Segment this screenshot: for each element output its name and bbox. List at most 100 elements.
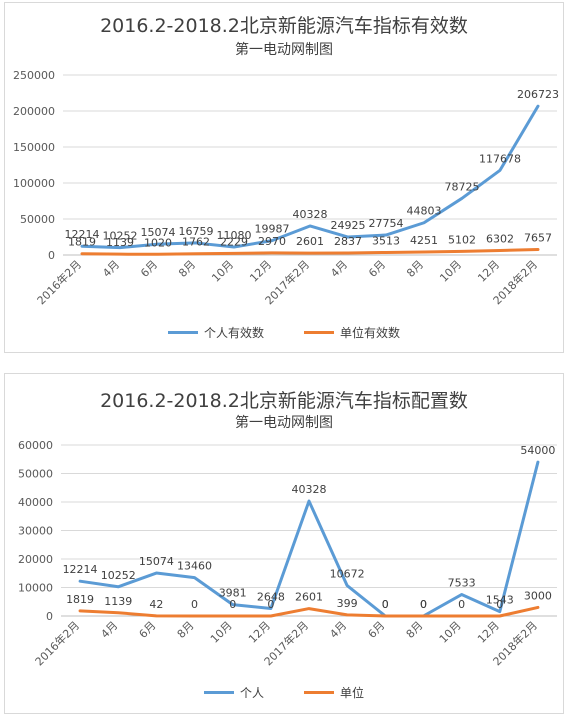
data-label: 27754: [369, 217, 404, 230]
x-tick-label: 8月: [404, 619, 426, 641]
y-tick-label: 0: [46, 610, 53, 623]
data-label: 2601: [295, 591, 323, 604]
data-label: 10252: [103, 230, 138, 243]
data-label: 42: [149, 598, 163, 611]
data-label: 1020: [144, 236, 172, 249]
data-label: 40328: [292, 483, 327, 496]
data-label: 6302: [486, 232, 514, 245]
legend-item-personal: 个人: [203, 684, 264, 701]
legend-swatch-personal: [167, 331, 198, 334]
data-label: 0: [382, 598, 389, 611]
x-tick-label: 4月: [98, 619, 120, 641]
chart-subtitle: 第一电动网制图: [235, 42, 333, 58]
data-label: 7657: [524, 231, 552, 244]
data-label: 54000: [520, 444, 555, 457]
x-tick-label: 10月: [209, 258, 236, 285]
y-tick-label: 20000: [18, 553, 53, 566]
y-tick-label: 10000: [18, 582, 53, 595]
legend-label: 单位有效数: [340, 326, 401, 340]
y-tick-label: 50000: [18, 468, 53, 481]
data-label: 1543: [486, 594, 514, 607]
chart-legend: 个人 单位: [5, 684, 563, 701]
y-tick-label: 250000: [13, 69, 55, 82]
y-tick-label: 40000: [18, 496, 53, 509]
data-label: 0: [458, 598, 465, 611]
chart-plot-effective: 0 50000 100000 150000 200000 250000 2016年2月 4月 6…: [13, 69, 559, 307]
x-tick-label: 12月: [475, 619, 502, 646]
data-label: 1819: [68, 236, 96, 249]
data-label: 1139: [106, 236, 134, 249]
data-label: 3000: [524, 589, 552, 602]
y-tick-label: 0: [48, 249, 55, 262]
chart-subtitle: 第一电动网制图: [235, 415, 333, 431]
series-line: [80, 247, 540, 256]
legend-swatch-personal: [203, 691, 234, 694]
data-label: 12214: [65, 228, 100, 241]
data-label: 16759: [179, 225, 214, 238]
chart-panel-effective: 2016.2-2018.2北京新能源汽车指标有效数 第一电动网制图 0 50000…: [4, 2, 564, 353]
x-tick-label: 6月: [366, 619, 388, 641]
data-label: 40328: [293, 208, 328, 221]
data-label: 206723: [517, 88, 559, 101]
x-tick-label: 12月: [247, 258, 274, 285]
data-label: 12214: [63, 563, 98, 576]
x-tick-label: 12月: [475, 258, 502, 285]
data-label: 15074: [139, 555, 174, 568]
data-label: 3513: [372, 234, 400, 247]
data-label: 399: [337, 597, 358, 610]
legend-label: 单位: [340, 686, 365, 700]
x-tick-label: 10月: [208, 619, 235, 646]
series-line: [78, 460, 540, 618]
data-label: 13460: [177, 560, 212, 573]
x-tick-label: 6月: [137, 619, 159, 641]
x-tick-label: 10月: [437, 619, 464, 646]
data-label: 2648: [257, 590, 285, 603]
series-line: [80, 104, 540, 250]
x-tick-label: 6月: [366, 258, 388, 280]
x-tick-label: 4月: [100, 258, 122, 280]
x-tick-label: 8月: [404, 258, 426, 280]
data-label: 2229: [220, 235, 248, 248]
data-label: 0: [229, 598, 236, 611]
x-tick-label: 8月: [176, 258, 198, 280]
data-label: 19987: [255, 223, 290, 236]
x-tick-label: 8月: [175, 619, 197, 641]
data-label: 44803: [407, 205, 442, 218]
data-label: 1762: [182, 236, 210, 249]
y-tick-label: 200000: [13, 105, 55, 118]
x-tick-label: 4月: [328, 258, 350, 280]
data-label: 11080: [217, 229, 252, 242]
series-line: [78, 605, 540, 618]
data-label: 0: [496, 598, 503, 611]
data-label: 10252: [101, 569, 136, 582]
y-tick-label: 50000: [20, 213, 55, 226]
legend-label: 个人: [239, 686, 264, 700]
data-label: 7533: [448, 577, 476, 590]
data-label: 2837: [334, 235, 362, 248]
x-tick-label: 12月: [246, 619, 273, 646]
legend-swatch-unit: [304, 691, 334, 694]
x-tick-label: 10月: [437, 258, 464, 285]
data-label: 10672: [330, 568, 365, 581]
x-tick-label: 2016年2月: [34, 257, 84, 307]
data-label: 78725: [445, 180, 480, 193]
data-label: 0: [191, 598, 198, 611]
data-label: 2601: [296, 235, 324, 248]
data-label: 1819: [66, 593, 94, 606]
x-tick-label: 4月: [327, 619, 349, 641]
legend-item-unit: 单位有效数: [304, 324, 400, 341]
x-tick-label: 6月: [138, 258, 160, 280]
data-label: 0: [382, 598, 389, 611]
legend-label: 个人有效数: [203, 326, 264, 340]
data-label: 0: [267, 598, 274, 611]
chart-legend: 个人有效数 单位有效数: [5, 324, 563, 341]
data-label: 0: [420, 598, 427, 611]
legend-item-personal: 个人有效数: [167, 324, 264, 341]
legend-item-unit: 单位: [304, 684, 364, 701]
data-label: 24925: [331, 219, 366, 232]
data-label: 0: [420, 598, 427, 611]
data-label: 4251: [410, 234, 438, 247]
y-tick-label: 100000: [13, 177, 55, 190]
chart-panel-allocation: 2016.2-2018.2北京新能源汽车指标配置数 第一电动网制图 0 10000…: [4, 373, 564, 714]
